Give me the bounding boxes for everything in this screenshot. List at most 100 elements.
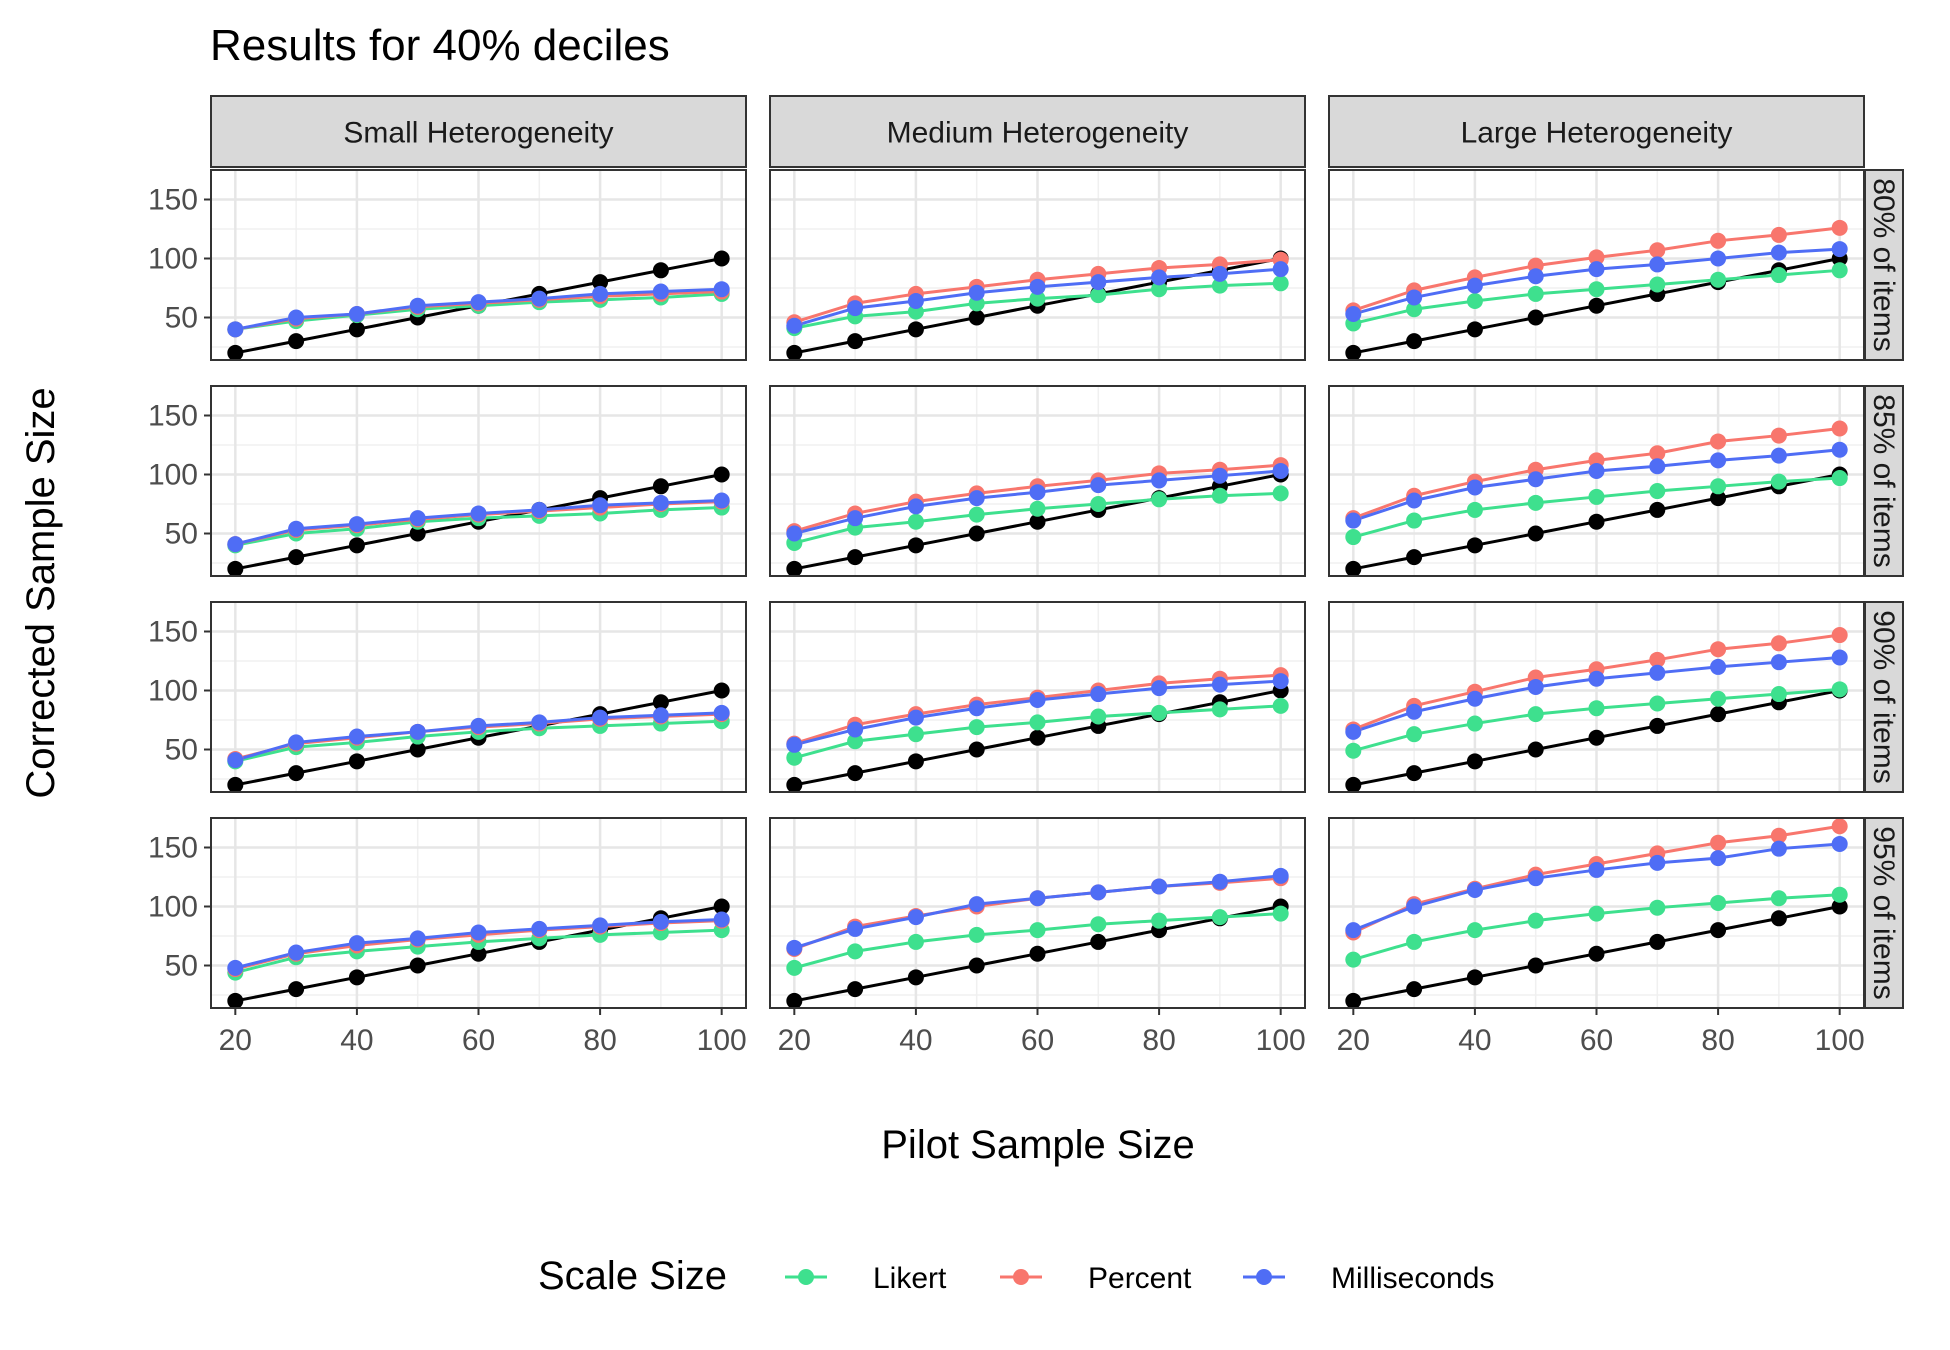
series-point-likert bbox=[1211, 909, 1228, 926]
series-point-milliseconds bbox=[1649, 664, 1666, 681]
panel-large-heterogeneity-85pct-of-items bbox=[1328, 385, 1865, 577]
panel-border bbox=[769, 385, 1306, 577]
strip-label-small-heterogeneity: Small Heterogeneity bbox=[343, 117, 613, 150]
reference-point bbox=[592, 274, 609, 291]
series-point-percent bbox=[1831, 627, 1848, 644]
panel-data bbox=[227, 682, 730, 792]
panel-medium-heterogeneity-95pct-of-items: 20 40 60 80 100 bbox=[769, 817, 1306, 1057]
reference-point bbox=[1406, 549, 1423, 566]
series-point-milliseconds bbox=[1029, 484, 1046, 501]
panel-medium-heterogeneity-85pct-of-items bbox=[769, 385, 1306, 577]
series-point-likert bbox=[1345, 742, 1362, 759]
panel-data bbox=[786, 667, 1289, 792]
reference-point bbox=[1588, 729, 1605, 746]
y-axis-title: Corrected Sample Size bbox=[19, 387, 63, 798]
series-point-likert bbox=[1345, 951, 1362, 968]
series-point-percent bbox=[1831, 420, 1848, 437]
reference-point bbox=[1406, 981, 1423, 998]
series-point-milliseconds bbox=[1211, 265, 1228, 282]
series-point-milliseconds bbox=[652, 283, 669, 300]
series-point-percent bbox=[1710, 433, 1727, 450]
row-strip-label-85pct-of-items: 85% of items bbox=[1867, 394, 1900, 567]
panel-border bbox=[769, 601, 1306, 793]
panel-border bbox=[1328, 385, 1865, 577]
panel-large-heterogeneity-80pct-of-items bbox=[1328, 169, 1865, 361]
series-point-milliseconds bbox=[1345, 305, 1362, 322]
series-point-percent bbox=[1770, 226, 1787, 243]
series-point-likert bbox=[786, 959, 803, 976]
legend-title: Scale Size bbox=[538, 1254, 727, 1298]
series-point-milliseconds bbox=[288, 944, 305, 961]
series-point-milliseconds bbox=[288, 520, 305, 537]
reference-point bbox=[1831, 898, 1848, 915]
series-point-milliseconds bbox=[1406, 898, 1423, 915]
series-point-likert bbox=[1588, 488, 1605, 505]
row-strip-label-95pct-of-items: 95% of items bbox=[1867, 826, 1900, 999]
series-point-likert bbox=[1770, 890, 1787, 907]
series-point-likert bbox=[1029, 500, 1046, 517]
series-point-milliseconds bbox=[1527, 471, 1544, 488]
series-point-milliseconds bbox=[847, 510, 864, 527]
series-point-likert bbox=[1272, 485, 1289, 502]
reference-point bbox=[1406, 333, 1423, 350]
x-tick-label: 40 bbox=[340, 1024, 373, 1057]
reference-point bbox=[652, 262, 669, 279]
series-point-milliseconds bbox=[907, 292, 924, 309]
row-strip-80pct-of-items bbox=[1864, 169, 1904, 361]
series-point-percent bbox=[1588, 249, 1605, 266]
series-point-likert bbox=[1090, 287, 1107, 304]
reference-point bbox=[409, 957, 426, 974]
reference-point bbox=[227, 560, 244, 576]
series-point-milliseconds bbox=[652, 707, 669, 724]
series-point-percent bbox=[1710, 834, 1727, 851]
reference-point bbox=[1345, 344, 1362, 360]
panel-data bbox=[786, 867, 1289, 1008]
series-point-milliseconds bbox=[1710, 850, 1727, 867]
series-point-likert bbox=[1406, 933, 1423, 950]
series-point-milliseconds bbox=[1345, 922, 1362, 939]
series-point-milliseconds bbox=[1090, 884, 1107, 901]
series-point-likert bbox=[1406, 726, 1423, 743]
series-point-likert bbox=[1831, 886, 1848, 903]
panel-medium-heterogeneity-90pct-of-items bbox=[769, 601, 1306, 793]
series-point-milliseconds bbox=[288, 734, 305, 751]
x-tick-label: 80 bbox=[1701, 1024, 1734, 1057]
series-point-milliseconds bbox=[1029, 278, 1046, 295]
series-point-milliseconds bbox=[907, 909, 924, 926]
reference-point bbox=[288, 981, 305, 998]
series-point-milliseconds bbox=[592, 709, 609, 726]
x-tick-label: 40 bbox=[1458, 1024, 1491, 1057]
series-point-milliseconds bbox=[1649, 256, 1666, 273]
series-point-likert bbox=[1588, 700, 1605, 717]
series-point-milliseconds bbox=[227, 959, 244, 976]
series-point-milliseconds bbox=[592, 497, 609, 514]
series-point-milliseconds bbox=[1211, 467, 1228, 484]
series-point-percent bbox=[1770, 427, 1787, 444]
series-point-milliseconds bbox=[1588, 462, 1605, 479]
series-point-milliseconds bbox=[652, 494, 669, 511]
reference-point bbox=[1649, 933, 1666, 950]
series-point-milliseconds bbox=[1466, 881, 1483, 898]
series-point-milliseconds bbox=[1211, 873, 1228, 890]
series-point-milliseconds bbox=[409, 723, 426, 740]
panel-large-heterogeneity-90pct-of-items bbox=[1328, 601, 1865, 793]
series-point-milliseconds bbox=[1527, 870, 1544, 887]
reference-point bbox=[968, 525, 985, 542]
reference-point bbox=[227, 344, 244, 360]
legend: Scale Size Likert Percent Milliseconds bbox=[538, 1254, 1494, 1298]
y-tick-label: 100 bbox=[148, 675, 198, 708]
reference-point bbox=[652, 694, 669, 711]
x-tick-label: 80 bbox=[583, 1024, 616, 1057]
series-point-likert bbox=[1527, 494, 1544, 511]
legend-item-percent: Percent bbox=[1000, 1262, 1192, 1295]
series-point-likert bbox=[1090, 496, 1107, 513]
reference-point bbox=[713, 466, 730, 483]
series-point-milliseconds bbox=[1090, 686, 1107, 703]
series-point-milliseconds bbox=[1527, 268, 1544, 285]
row-strip-label-80pct-of-items: 80% of items bbox=[1867, 178, 1900, 351]
strip-label-large-heterogeneity: Large Heterogeneity bbox=[1461, 117, 1733, 150]
y-tick-label: 50 bbox=[165, 950, 198, 983]
reference-point bbox=[1466, 537, 1483, 554]
y-tick-label: 100 bbox=[148, 891, 198, 924]
